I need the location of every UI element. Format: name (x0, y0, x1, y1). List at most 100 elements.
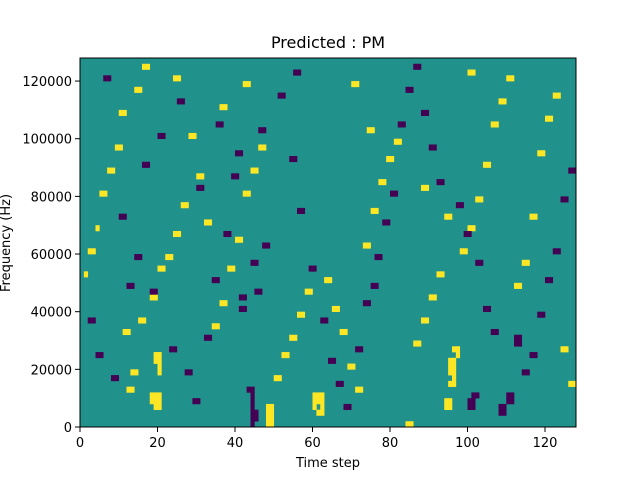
heatmap-cell-high (173, 230, 178, 238)
heatmap-cell-low (374, 282, 379, 289)
y-tick-label: 100000 (22, 133, 72, 148)
y-tick-label: 60000 (31, 248, 72, 263)
heatmap-cell-low (238, 150, 244, 157)
heatmap-cell-high (107, 167, 112, 174)
heatmap-cell-high (269, 421, 275, 428)
heatmap-cell-low (142, 161, 147, 168)
heatmap-cell-high (320, 398, 325, 405)
heatmap-cell-high (289, 334, 294, 341)
heatmap-cell-low (510, 392, 515, 399)
heatmap-cell-high (242, 190, 247, 197)
heatmap-cell-low (250, 415, 255, 422)
heatmap-cell-low (467, 230, 472, 238)
heatmap-cell-low (277, 92, 282, 99)
y-tick-label: 40000 (31, 306, 72, 321)
heatmap-cell-low (184, 369, 189, 376)
heatmap-cell-high (483, 161, 488, 168)
x-axis-label: Time step (295, 456, 360, 471)
heatmap-background (80, 58, 576, 427)
heatmap-cell-low (506, 392, 511, 399)
heatmap-cell-high (219, 300, 224, 307)
heatmap-cell-high (521, 259, 526, 266)
heatmap-cell-high (382, 179, 387, 186)
heatmap-cell-low (475, 259, 480, 266)
heatmap-cell-high (266, 403, 271, 411)
heatmap-cell-low (122, 213, 127, 220)
heatmap-cell-low (111, 375, 116, 382)
heatmap-cell-high (142, 317, 147, 324)
y-tick-label: 80000 (31, 190, 72, 205)
heatmap-cell-high (266, 421, 271, 428)
heatmap-cell-low (556, 248, 561, 255)
heatmap-cell-low (324, 317, 329, 324)
heatmap-cell-high (312, 398, 317, 405)
heatmap-cell-high (355, 81, 360, 88)
heatmap-cell-low (467, 403, 472, 411)
heatmap-cell-high (428, 294, 433, 301)
heatmap-cell-high (316, 409, 321, 416)
heatmap-cell-low (293, 69, 298, 76)
heatmap-cell-high (157, 363, 162, 370)
heatmap-cell-low (192, 398, 197, 405)
heatmap-cell-high (568, 380, 573, 387)
heatmap-cell-high (126, 328, 131, 336)
heatmap-cell-high (149, 398, 154, 405)
heatmap-cell-low (250, 403, 255, 411)
heatmap-cell-high (374, 207, 379, 214)
heatmap-cell-low (572, 167, 577, 174)
heatmap-cell-high (176, 75, 182, 82)
heatmap-cell-high (479, 196, 484, 203)
heatmap-cell-low (355, 346, 360, 353)
heatmap-cell-low (87, 317, 92, 324)
heatmap-cell-high (548, 115, 554, 122)
heatmap-cell-high (455, 346, 461, 353)
heatmap-cell-high (347, 363, 352, 370)
heatmap-cell-high (157, 357, 162, 364)
heatmap-cell-high (452, 369, 457, 376)
heatmap-cell-high (285, 352, 290, 359)
heatmap-cell-low (537, 311, 542, 318)
heatmap-cell-high (176, 230, 182, 238)
heatmap-cell-high (455, 352, 461, 359)
heatmap-cell-high (169, 254, 174, 261)
heatmap-cell-low (130, 282, 135, 289)
heatmap-cell-low (432, 144, 437, 151)
heatmap-cell-high (560, 346, 565, 353)
heatmap-cell-low (502, 409, 507, 416)
heatmap-cell-high (390, 156, 395, 163)
heatmap-cell-high (448, 363, 453, 370)
heatmap-cell-high (192, 132, 197, 140)
heatmap-cell-low (479, 259, 484, 266)
heatmap-cell-high (424, 184, 430, 191)
heatmap-cell-low (328, 357, 333, 364)
heatmap-cell-low (378, 254, 383, 261)
heatmap-cell-high (467, 69, 472, 76)
heatmap-cell-high (448, 357, 453, 364)
heatmap-cell-high (242, 81, 247, 88)
heatmap-cell-low (289, 156, 294, 163)
heatmap-cell-high (118, 109, 123, 116)
heatmap-cell-low (370, 282, 375, 289)
heatmap-cell-high (231, 265, 236, 272)
heatmap-cell-high (134, 86, 139, 93)
heatmap-cell-low (161, 132, 166, 140)
x-tick-label: 100 (455, 436, 480, 451)
heatmap-cell-high (204, 219, 209, 226)
heatmap-cell-high (122, 109, 127, 116)
heatmap-cell-high (180, 202, 185, 209)
heatmap-cell-low (258, 288, 263, 295)
heatmap-cell-high (552, 92, 557, 99)
heatmap-cell-low (568, 167, 573, 174)
heatmap-cell-high (432, 294, 437, 301)
heatmap-cell-high (378, 179, 383, 186)
heatmap-cell-high (246, 190, 251, 197)
heatmap-cell-high (444, 213, 449, 220)
heatmap-cell-high (359, 386, 364, 393)
heatmap-cell-high (529, 213, 534, 220)
heatmap-cell-low (517, 340, 523, 347)
heatmap-cell-high (316, 398, 321, 405)
heatmap-cell-high (405, 421, 410, 428)
heatmap-cell-high (157, 369, 162, 376)
heatmap-cell-high (238, 236, 244, 243)
heatmap-cell-high (421, 317, 426, 324)
